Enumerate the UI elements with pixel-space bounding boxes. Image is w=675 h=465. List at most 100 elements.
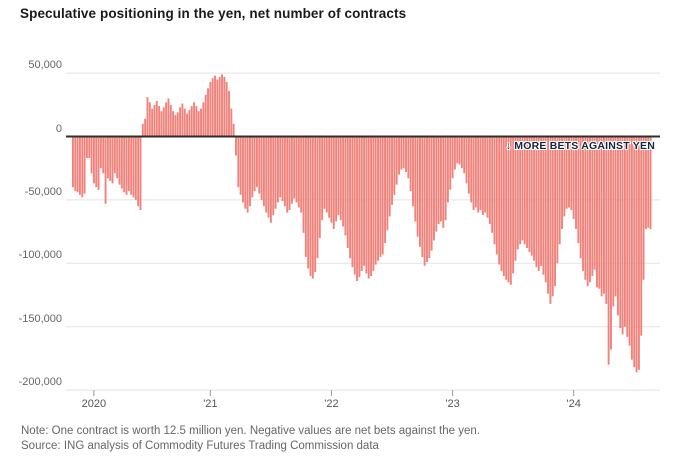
bar	[176, 112, 179, 137]
bar	[267, 136, 270, 218]
bar	[207, 88, 209, 137]
bar	[470, 136, 473, 203]
bar	[526, 136, 529, 249]
bar	[377, 136, 379, 261]
bar	[507, 136, 510, 283]
bar	[132, 136, 135, 198]
bar	[137, 136, 140, 207]
bar	[295, 136, 298, 203]
bar	[463, 136, 466, 174]
x-tick-label: '22	[324, 398, 339, 410]
bar	[528, 136, 531, 252]
bar	[481, 136, 484, 216]
bar	[321, 136, 324, 221]
bar	[409, 136, 412, 192]
bar	[332, 136, 335, 230]
bar	[626, 136, 629, 337]
x-tick-label: '24	[566, 398, 581, 410]
bar	[330, 136, 333, 223]
bar	[633, 136, 636, 368]
bar	[134, 136, 137, 200]
bar	[530, 136, 533, 256]
bar	[458, 136, 461, 165]
bar	[288, 136, 291, 211]
bar	[90, 136, 93, 174]
bar	[647, 136, 650, 228]
bar	[621, 136, 624, 335]
bar	[640, 136, 643, 336]
y-tick-label: 0	[55, 122, 62, 135]
y-tick-label: 50,000	[28, 59, 62, 72]
bar	[428, 136, 431, 259]
bar	[74, 136, 77, 192]
bar	[351, 136, 354, 268]
bar	[344, 136, 347, 236]
bar	[141, 123, 144, 137]
bar	[547, 136, 550, 294]
bar	[85, 136, 88, 159]
bar	[400, 136, 403, 170]
bar	[95, 136, 98, 188]
bar	[307, 136, 310, 269]
bar	[637, 136, 640, 370]
bar	[269, 136, 272, 223]
bar	[190, 106, 193, 137]
bar	[535, 136, 538, 268]
bar	[414, 136, 417, 222]
bar	[102, 136, 105, 174]
bar	[286, 136, 289, 213]
bar	[437, 136, 440, 224]
bar	[316, 136, 319, 259]
bar	[302, 136, 305, 233]
bar	[628, 136, 631, 346]
chart-source: Source: ING analysis of Commodity Future…	[21, 440, 379, 452]
bar	[72, 136, 74, 188]
bar	[363, 136, 366, 266]
bar	[323, 136, 326, 209]
bar	[430, 136, 433, 251]
bar	[92, 136, 95, 184]
bar	[623, 136, 626, 327]
bar	[379, 136, 382, 257]
bar	[593, 136, 596, 270]
chart-title: Speculative positioning in the yen, net …	[20, 6, 407, 21]
bar	[311, 136, 314, 279]
y-tick-label: -150,000	[18, 312, 62, 325]
bar	[439, 136, 442, 222]
bar	[260, 136, 263, 200]
bar	[335, 136, 338, 222]
bar	[398, 136, 400, 175]
bar	[391, 136, 393, 205]
bar	[242, 136, 244, 203]
bar	[386, 136, 389, 231]
bar	[584, 136, 587, 280]
bar	[181, 103, 184, 137]
bar	[416, 136, 419, 237]
bar	[635, 136, 638, 373]
bar	[223, 76, 226, 137]
bar	[272, 136, 275, 216]
bar	[512, 136, 515, 274]
bar	[139, 136, 142, 211]
bar	[118, 136, 121, 185]
bar	[346, 136, 349, 249]
bar	[144, 118, 147, 137]
bar	[195, 106, 198, 137]
bar	[500, 136, 503, 271]
bar	[221, 74, 223, 137]
bar	[498, 136, 501, 265]
bar	[258, 136, 261, 194]
bar	[453, 136, 456, 170]
bar	[300, 136, 303, 213]
chart-note: Note: One contract is worth 12.5 million…	[21, 425, 480, 437]
bar	[523, 136, 526, 245]
bar	[99, 136, 102, 169]
bar	[558, 136, 561, 245]
bar	[276, 136, 279, 203]
bar	[495, 136, 498, 255]
bar	[614, 136, 617, 297]
bar	[232, 123, 235, 137]
bar	[197, 111, 200, 137]
bar	[356, 136, 359, 282]
bar	[572, 136, 575, 219]
